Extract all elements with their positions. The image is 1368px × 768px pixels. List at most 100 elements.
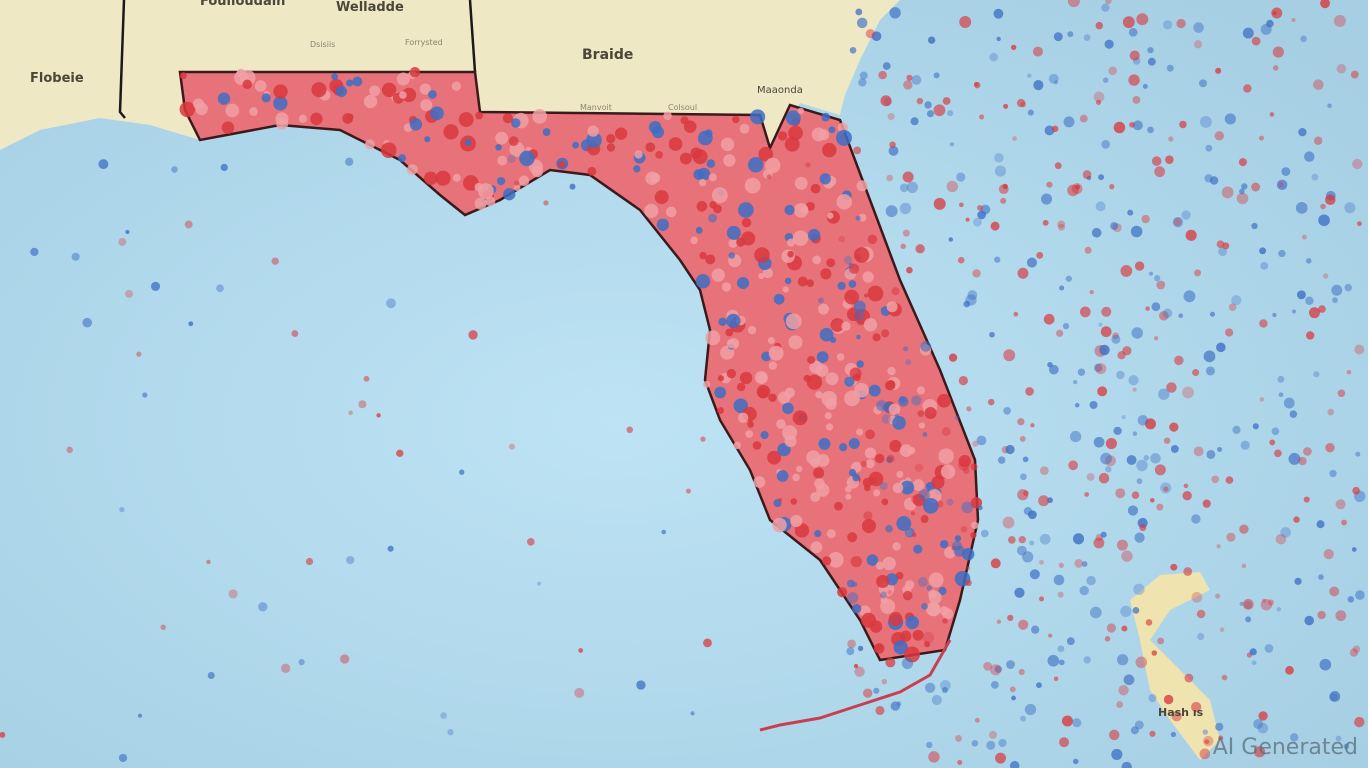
data-point (965, 294, 977, 306)
data-point (1305, 331, 1315, 340)
data-point (1022, 551, 1034, 563)
data-point (818, 129, 830, 141)
data-point (1304, 151, 1315, 162)
data-point (345, 157, 354, 166)
data-point (1226, 532, 1236, 542)
data-point (1289, 733, 1299, 742)
data-point (810, 492, 821, 502)
data-point (733, 441, 741, 450)
data-point (948, 353, 958, 362)
data-point (1132, 607, 1140, 614)
data-point (822, 142, 837, 158)
data-point (1071, 183, 1083, 194)
data-point (1325, 194, 1336, 206)
data-point (822, 556, 832, 566)
data-point (837, 281, 846, 291)
data-point (1354, 716, 1365, 728)
data-point (938, 448, 954, 464)
data-point (1182, 490, 1192, 501)
data-point (1193, 446, 1204, 457)
data-point (965, 579, 972, 587)
data-point (708, 173, 717, 182)
data-point (1102, 77, 1109, 83)
data-point (768, 345, 784, 361)
data-point (821, 112, 831, 122)
data-point (1057, 220, 1066, 229)
data-point (994, 665, 1003, 673)
data-point (1317, 610, 1326, 620)
label-state-c: Flobeie (30, 71, 84, 86)
data-point (703, 638, 712, 648)
data-point (977, 205, 983, 211)
data-point (889, 439, 902, 453)
data-point (1095, 21, 1104, 30)
data-point (1298, 456, 1307, 466)
data-point (1156, 503, 1164, 511)
data-point (386, 298, 396, 309)
data-point (1027, 73, 1032, 78)
data-point (906, 266, 913, 274)
data-point (1303, 447, 1312, 456)
data-point (896, 516, 912, 531)
data-point (1026, 257, 1037, 268)
data-point (1298, 127, 1307, 137)
data-point (916, 97, 924, 105)
data-point (790, 514, 803, 528)
data-point (1131, 491, 1140, 499)
data-point (863, 511, 873, 521)
data-point (839, 443, 848, 452)
data-point (786, 238, 795, 247)
data-point (754, 371, 768, 385)
data-point (856, 360, 864, 368)
data-point (876, 401, 886, 411)
data-point (711, 187, 728, 204)
data-point (485, 196, 496, 207)
data-point (1199, 115, 1212, 128)
data-point (980, 529, 989, 538)
data-point (1306, 258, 1312, 264)
data-point (0, 731, 6, 738)
data-point (1041, 193, 1053, 205)
data-point (1081, 561, 1088, 567)
data-point (726, 225, 741, 240)
data-point (1105, 0, 1112, 5)
data-point (1251, 36, 1261, 46)
data-point (971, 739, 979, 747)
data-point (695, 273, 711, 289)
data-point (1335, 735, 1342, 742)
data-point (938, 586, 947, 596)
data-point (1043, 313, 1055, 325)
data-point (946, 498, 954, 506)
data-point (807, 355, 816, 364)
data-point (880, 95, 892, 107)
data-point (916, 386, 926, 395)
data-point (918, 489, 931, 502)
data-point (1320, 203, 1326, 210)
data-point (990, 558, 1001, 569)
data-point (1331, 284, 1343, 296)
data-point (736, 382, 746, 392)
data-point (1056, 329, 1064, 337)
data-point (723, 154, 736, 167)
data-point (1352, 486, 1361, 495)
data-point (447, 729, 454, 736)
data-point (872, 333, 881, 342)
data-point (663, 111, 672, 121)
data-point (1219, 627, 1225, 633)
data-point (606, 143, 616, 152)
data-point (1323, 273, 1329, 279)
data-point (207, 671, 215, 679)
data-point (881, 498, 889, 506)
label-state-b: Braide (582, 47, 634, 63)
label-minor: Manvoit (580, 103, 612, 112)
data-point (1003, 349, 1016, 362)
data-point (738, 412, 749, 423)
data-point (806, 279, 815, 288)
data-point (886, 301, 898, 313)
data-point (936, 500, 944, 508)
data-point (217, 92, 231, 105)
data-point (837, 587, 848, 598)
data-point (921, 602, 928, 610)
data-point (1183, 483, 1189, 489)
